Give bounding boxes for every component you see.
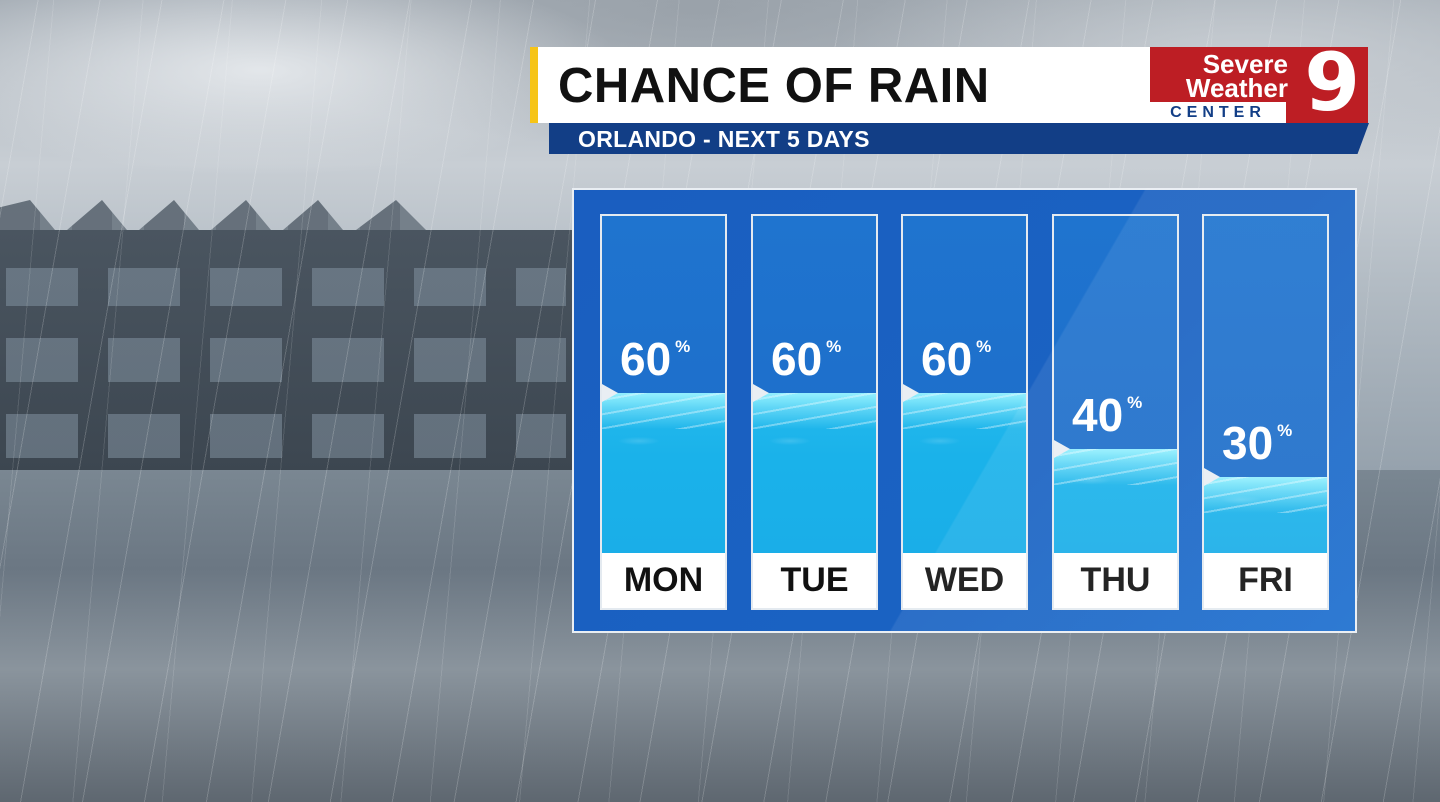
- level-marker-icon: [1054, 440, 1070, 458]
- rain-bar-track: 30%: [1204, 216, 1327, 553]
- rain-chance-value: 60: [620, 333, 672, 385]
- rain-bar-track: 60%: [753, 216, 876, 553]
- percent-sign: %: [1127, 393, 1143, 412]
- rain-chance-value: 60: [921, 333, 973, 385]
- percent-sign: %: [1277, 421, 1293, 440]
- day-label: MON: [623, 561, 704, 599]
- rain-chance-label: 30%: [1222, 415, 1322, 471]
- rain-chance-label: 40%: [1072, 387, 1172, 443]
- rain-chance-value: 60: [771, 333, 823, 385]
- day-label: THU: [1080, 561, 1151, 599]
- page-title: CHANCE OF RAIN: [558, 59, 990, 113]
- day-column-wed: 60% WED: [901, 214, 1028, 610]
- rain-chance-label: 60%: [921, 331, 1021, 387]
- level-marker-icon: [602, 384, 618, 402]
- logo-line-weather: Weather: [1185, 73, 1288, 103]
- day-label: FRI: [1238, 561, 1293, 599]
- water-surface: [753, 393, 876, 429]
- rain-chance-label: 60%: [771, 331, 871, 387]
- rain-chance-bar: [1054, 449, 1177, 553]
- channel-9-icon: 9: [1304, 36, 1360, 129]
- rain-chance-value: 40: [1072, 389, 1124, 441]
- percent-sign: %: [675, 337, 691, 356]
- percent-sign: %: [976, 337, 992, 356]
- rain-chance-bar: [753, 393, 876, 553]
- rain-bar-track: 40%: [1054, 216, 1177, 553]
- rain-chance-bar: [602, 393, 725, 553]
- day-column-thu: 40% THU: [1052, 214, 1179, 610]
- day-label: WED: [924, 561, 1005, 599]
- logo-line-center: CENTER: [1150, 102, 1286, 123]
- day-column-mon: 60% MON: [600, 214, 727, 610]
- rain-chance-value: 30: [1222, 417, 1274, 469]
- water-surface: [1054, 449, 1177, 485]
- water-surface: [903, 393, 1026, 429]
- title-accent-bar: [530, 47, 538, 123]
- level-marker-icon: [903, 384, 919, 402]
- rain-bar-track: 60%: [602, 216, 725, 553]
- subtitle-banner: [549, 123, 1369, 154]
- rain-chance-bar: [1204, 477, 1327, 553]
- day-label: TUE: [780, 561, 849, 599]
- page-subtitle: ORLANDO - NEXT 5 DAYS: [578, 126, 870, 152]
- water-surface: [602, 393, 725, 429]
- rain-chance-label: 60%: [620, 331, 720, 387]
- percent-sign: %: [826, 337, 842, 356]
- building-windows: [6, 268, 566, 458]
- level-marker-icon: [753, 384, 769, 402]
- severe-weather-center-logo: Severe Weather CENTER 9: [1150, 43, 1368, 123]
- rain-chance-bar: [903, 393, 1026, 553]
- rain-bar-track: 60%: [903, 216, 1026, 553]
- level-marker-icon: [1204, 468, 1220, 486]
- day-column-tue: 60% TUE: [751, 214, 878, 610]
- logo-line-severe: Severe: [1202, 49, 1288, 79]
- day-column-fri: 30% FRI: [1202, 214, 1329, 610]
- water-surface: [1204, 477, 1327, 513]
